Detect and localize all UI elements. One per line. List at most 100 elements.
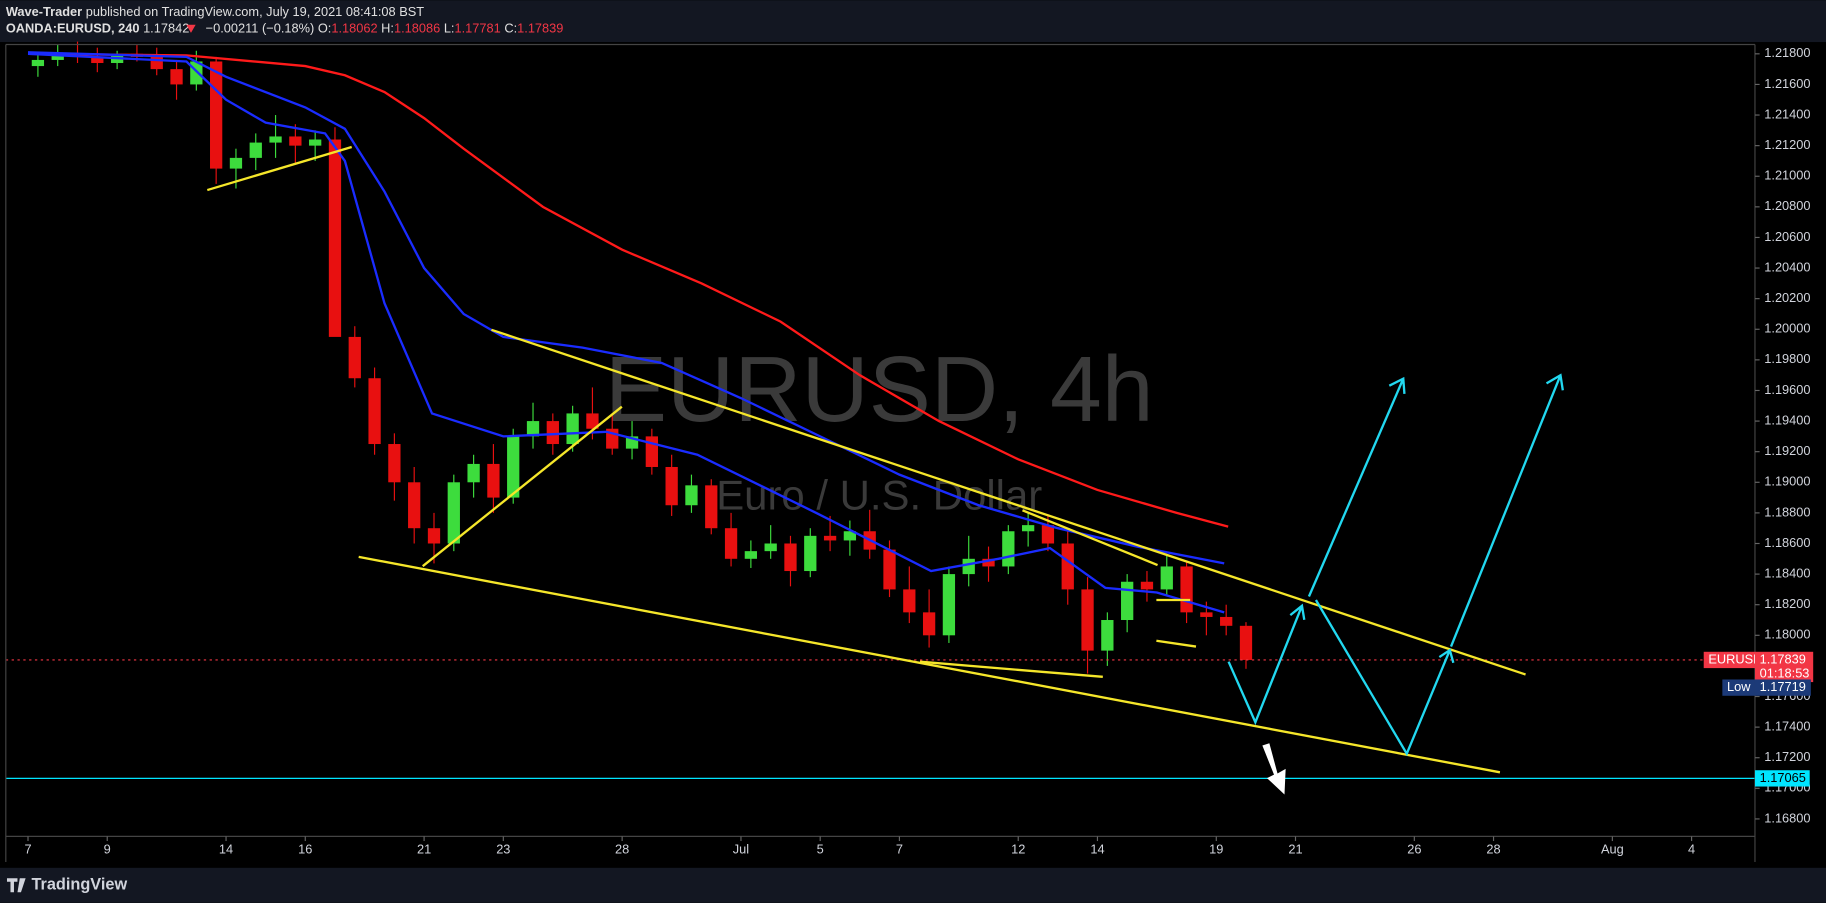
candle-body [1041, 525, 1055, 544]
x-tick-label: 26 [1407, 842, 1421, 857]
candle-body [546, 421, 559, 445]
y-tick-label: 1.20000 [1764, 321, 1810, 336]
candle-body [1061, 543, 1074, 590]
candle-body [804, 535, 817, 572]
y-tick-label: 1.19800 [1764, 351, 1810, 366]
candle-body [1160, 566, 1173, 590]
candle-body [724, 528, 738, 559]
candle-body [705, 485, 718, 529]
o-label: O: [318, 21, 332, 36]
trendline [358, 555, 1501, 774]
candle-body [210, 61, 223, 169]
candle-body [883, 549, 896, 590]
x-tick-label: 7 [896, 842, 903, 857]
candle-body [31, 59, 45, 67]
candle-body [229, 157, 243, 169]
price-label: 1.17839 [1760, 651, 1806, 666]
candle-body [843, 531, 857, 541]
projection-arrow [1449, 374, 1562, 647]
arrow-head [1545, 373, 1564, 391]
trendline [919, 660, 1103, 678]
candle-body [388, 444, 401, 483]
candle-body [309, 139, 322, 146]
x-tick-label: 28 [1486, 842, 1500, 857]
x-tick-label: 14 [219, 842, 233, 857]
y-tick-label: 1.16800 [1764, 810, 1810, 825]
header-line1: Wave-Trader published on TradingView.com… [6, 4, 424, 19]
x-tick-label: 23 [496, 842, 510, 857]
arrow-head [1388, 376, 1406, 394]
candle-body [586, 413, 599, 429]
trendline [1022, 509, 1158, 567]
x-tick-label: 21 [1288, 842, 1302, 857]
candle-body [1239, 625, 1253, 660]
x-tick-label: 14 [1090, 842, 1104, 857]
candle-body [744, 551, 758, 559]
y-tick-label: 1.20400 [1764, 259, 1810, 274]
y-tick-label: 1.17200 [1764, 749, 1810, 764]
price-label-bg [1754, 651, 1814, 683]
h-value: 1.18086 [394, 21, 440, 36]
candle-body [784, 543, 797, 572]
candle-body [427, 528, 441, 544]
y-tick-label: 1.18200 [1764, 596, 1810, 611]
candle-body [1121, 581, 1134, 621]
y-tick-label: 1.21400 [1764, 106, 1810, 121]
trendline [422, 405, 623, 568]
candle-body [1140, 581, 1154, 590]
x-tick-label: 21 [417, 842, 431, 857]
moving-average [27, 52, 1225, 614]
y-tick-label: 1.18600 [1764, 535, 1810, 550]
x-tick-label: Jul [733, 842, 749, 857]
candle-body [170, 69, 183, 85]
hline-label-bg [1754, 770, 1810, 787]
h-label: H: [381, 21, 394, 36]
candle-body [1002, 531, 1015, 567]
published: published on TradingView.com, July 19, 2… [86, 4, 425, 19]
candle-body [249, 142, 262, 158]
frame [5, 43, 1756, 863]
candle-body [566, 413, 579, 445]
symbol: OANDA:EURUSD, 240 [6, 21, 140, 36]
projection-arrow [1227, 605, 1304, 726]
header-line2: OANDA:EURUSD, 240 1.17842 −0.00211 (−0.18… [6, 21, 564, 36]
candle-body [1180, 566, 1193, 613]
l-label: L: [444, 21, 455, 36]
c-value: 1.17839 [517, 21, 563, 36]
y-tick-label: 1.21200 [1764, 137, 1810, 152]
candle-body [665, 466, 678, 506]
arrow-head [1438, 648, 1455, 664]
publisher: Wave-Trader [6, 4, 82, 19]
candle-body [1021, 525, 1035, 532]
axes: 1.21800 1.21600 1.21400 1.21200 1.21000 1.208… [24, 45, 1814, 857]
price-name: EURUSD [1708, 651, 1762, 666]
y-tick-label: 1.18400 [1764, 565, 1810, 580]
x-tick-label: 28 [615, 842, 629, 857]
x-tick-label: 16 [298, 842, 312, 857]
x-tick-label: 5 [817, 842, 824, 857]
price-name-bg [1703, 651, 1755, 669]
y-tick-label: 1.17400 [1764, 718, 1810, 733]
candle-body [408, 482, 421, 529]
y-tick-label: 1.21800 [1764, 45, 1810, 60]
y-tick-label: 1.19600 [1764, 382, 1810, 397]
candle-body [1200, 612, 1213, 617]
candle-body [922, 612, 936, 636]
candle-body [942, 574, 956, 636]
moving-average [27, 51, 1225, 565]
drawings [206, 145, 1564, 795]
candle-body [823, 535, 837, 541]
hline-label: 1.17065 [1760, 770, 1806, 785]
c-label: C: [504, 21, 517, 36]
projection-arrow [1307, 378, 1405, 597]
x-tick-label: 9 [104, 842, 111, 857]
o-value: 1.18062 [331, 21, 377, 36]
watermark-title: EURUSD, 4h [605, 337, 1154, 441]
candle-body [348, 336, 361, 379]
trendline [206, 145, 353, 192]
y-tick-label: 1.21600 [1764, 76, 1810, 91]
brand: TradingView [31, 876, 127, 894]
candle-body [467, 463, 480, 483]
